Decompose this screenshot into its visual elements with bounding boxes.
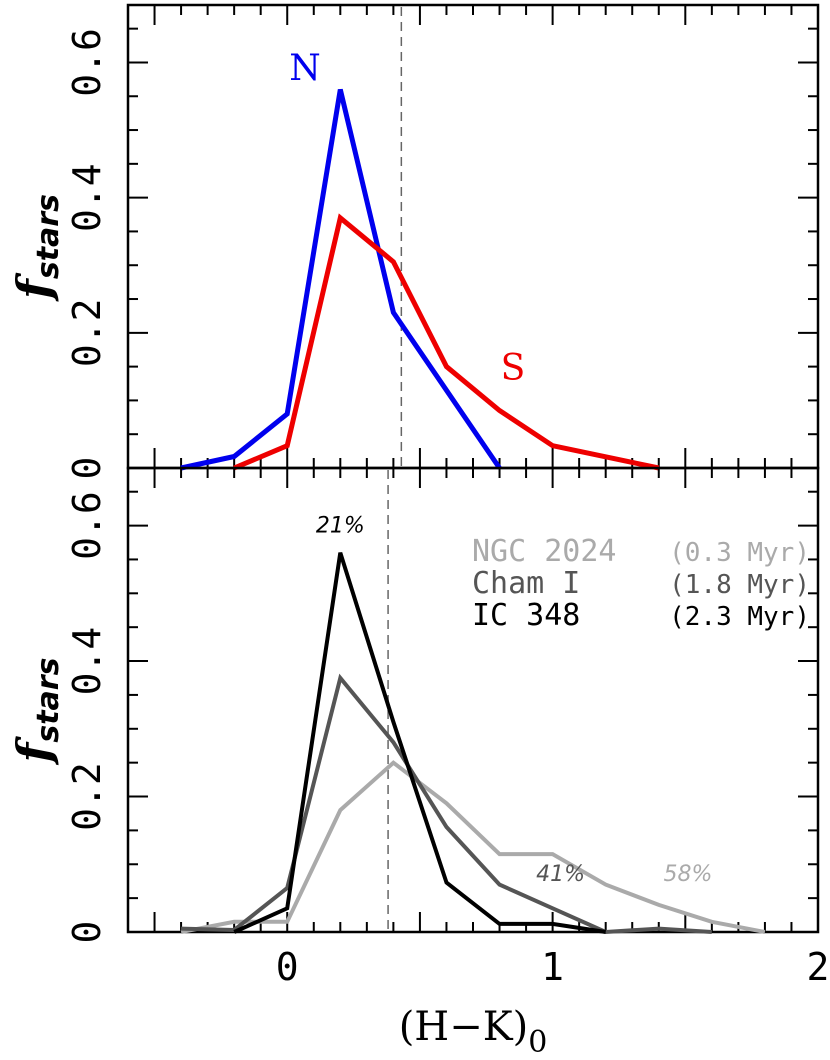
bottom-ytick-label: 0.4 bbox=[65, 627, 109, 696]
bottom-ytick-label: 0.2 bbox=[65, 762, 109, 831]
bottom-ytick-label: 0.6 bbox=[65, 491, 109, 560]
top-panel: 0 0.2 0.4 0.6 fstars N S bbox=[7, 3, 820, 480]
series-line-cham-i bbox=[181, 673, 712, 935]
legend-name: Cham I bbox=[472, 566, 580, 601]
pct-annotation: 41% bbox=[536, 862, 585, 887]
series-label-n: N bbox=[289, 48, 321, 89]
legend-name: IC 348 bbox=[472, 598, 580, 633]
pct-annotation: 21% bbox=[316, 513, 365, 538]
legend-name: NGC 2024 bbox=[472, 534, 617, 569]
top-ytick-label: 0 bbox=[65, 457, 109, 480]
legend-age: (2.3 Myr) bbox=[669, 602, 810, 632]
top-ytick-label: 0.6 bbox=[65, 28, 109, 97]
series-line-s bbox=[233, 213, 660, 471]
legend-age: (0.3 Myr) bbox=[669, 538, 810, 568]
bottom-ytick-label: 0 bbox=[65, 921, 109, 944]
series-line-n bbox=[180, 88, 502, 471]
series-label-s: S bbox=[501, 348, 526, 389]
xtick-label: 1 bbox=[541, 945, 564, 989]
bottom-panel: 0 0.2 0.4 0.6 fstars 0 1 2 (H−K)0 NGC 2024 (0.3 My… bbox=[7, 466, 830, 1060]
pct-annotation: 58% bbox=[664, 862, 713, 887]
series-line-ic-348 bbox=[233, 552, 607, 934]
xtick-label: 2 bbox=[807, 945, 830, 989]
top-frame bbox=[126, 3, 820, 470]
xtick-label: 0 bbox=[276, 945, 299, 989]
top-ylabel: fstars bbox=[7, 194, 66, 302]
bottom-ylabel: fstars bbox=[7, 658, 66, 766]
xlabel: (H−K)0 bbox=[399, 1004, 548, 1060]
top-ytick-label: 0.2 bbox=[65, 298, 109, 367]
legend-age: (1.8 Myr) bbox=[669, 570, 810, 600]
top-ytick-label: 0.4 bbox=[65, 163, 109, 232]
series-line-ngc-2024 bbox=[180, 760, 766, 934]
